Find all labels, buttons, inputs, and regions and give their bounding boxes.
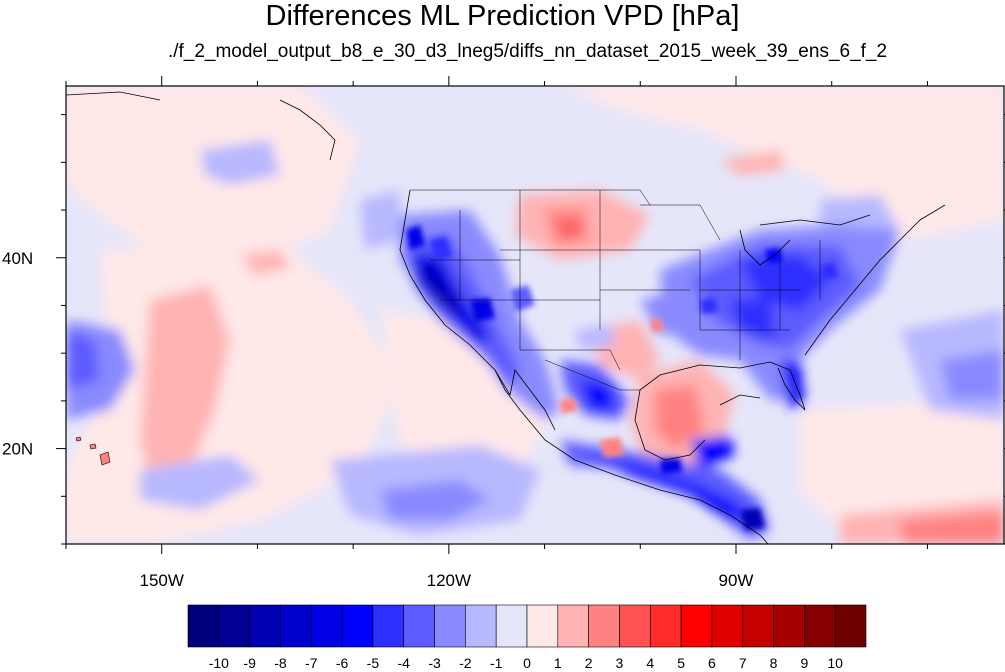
colorbar-label: 2 (585, 655, 593, 671)
colorbar-label: -7 (305, 655, 318, 671)
colorbar-swatch (742, 604, 774, 648)
colorbar-label: 5 (677, 655, 685, 671)
map-frame (65, 85, 1005, 545)
political-borders (410, 189, 821, 391)
colorbar-swatch (249, 604, 281, 648)
colorbar-swatch (804, 604, 836, 648)
colorbar-label: 8 (770, 655, 778, 671)
colorbar-label: 1 (554, 655, 562, 671)
colorbar-swatch (834, 604, 867, 648)
colorbar-swatch (649, 604, 682, 648)
colorbar-swatch (372, 604, 405, 648)
colorbar-swatch (588, 604, 620, 648)
colorbar-label: -10 (209, 655, 229, 671)
colorbar-label: -8 (274, 655, 287, 671)
coastlines (66, 91, 946, 544)
colorbar-swatch (403, 604, 435, 648)
colorbar-swatch (711, 604, 744, 648)
colorbar-swatch (680, 604, 713, 648)
lat-tick-label: 40N (2, 249, 33, 268)
field-smooth-layer (66, 86, 1004, 544)
colorbar-label: -4 (398, 655, 411, 671)
colorbar-label: -1 (490, 655, 503, 671)
lon-tick-label: 120W (427, 571, 471, 590)
hawaii-islands (75, 436, 111, 466)
colorbar-swatch (187, 604, 220, 648)
colorbar-label: 0 (523, 655, 531, 671)
vpd-field (66, 86, 1004, 544)
lat-tick-label: 20N (2, 440, 33, 459)
lon-tick-label: 150W (140, 571, 184, 590)
colorbar-swatch (341, 604, 374, 648)
lon-tick-label: 90W (719, 571, 754, 590)
colorbar: -10 -9 -8 -7 -6 -5 -4 -3 -2 -1 0 1 2 3 4 5 6 7 8 9 10 (187, 604, 867, 671)
colorbar-label: -2 (459, 655, 472, 671)
map-subtitle: ./f_2_model_output_b8_e_30_d3_lneg5/diff… (167, 41, 888, 62)
colorbar-label: -5 (367, 655, 380, 671)
colorbar-swatch (465, 604, 497, 648)
colorbar-label: 4 (646, 655, 654, 671)
colorbar-label: 10 (827, 655, 843, 671)
colorbar-label: 7 (739, 655, 747, 671)
colorbar-swatch (557, 604, 589, 648)
colorbar-label: 3 (616, 655, 624, 671)
map-title: Differences ML Prediction VPD [hPa] (265, 0, 740, 32)
axis-labels: 150W 120W 90W 40N 20N (2, 249, 753, 590)
colorbar-label: -9 (243, 655, 256, 671)
colorbar-swatch (218, 604, 250, 648)
colorbar-swatch (434, 604, 466, 648)
colorbar-label: 9 (800, 655, 808, 671)
colorbar-swatch (310, 604, 343, 648)
colorbar-swatch (773, 604, 805, 648)
colorbar-swatch (619, 604, 651, 648)
colorbar-label: -6 (336, 655, 349, 671)
colorbar-swatch (280, 604, 312, 648)
field-detail-layer (406, 225, 838, 530)
colorbar-label: 6 (708, 655, 716, 671)
colorbar-swatch (526, 604, 559, 648)
colorbar-swatch (495, 604, 528, 648)
colorbar-label: -3 (428, 655, 441, 671)
